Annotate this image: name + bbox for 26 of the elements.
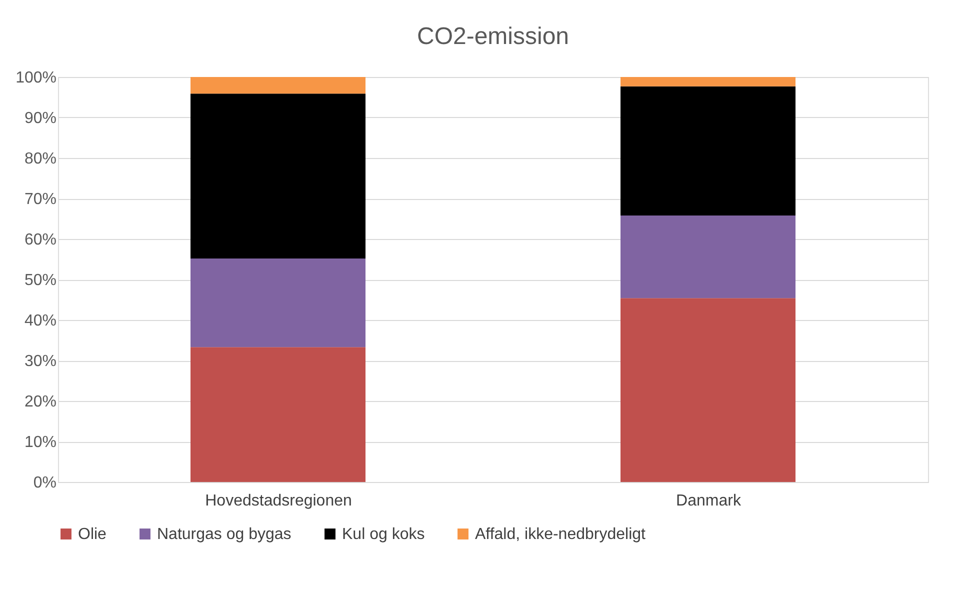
- y-tick-label: 100%: [16, 70, 56, 86]
- y-tick-label: 20%: [24, 394, 56, 410]
- legend-label: Olie: [78, 526, 107, 543]
- y-tick-label: 0%: [33, 474, 56, 492]
- legend-label: Affald, ikke-nedbrydeligt: [475, 526, 646, 543]
- bar: [620, 216, 796, 298]
- x-tick-label: Hovedstadsregionen: [205, 492, 352, 510]
- legend-label: Naturgas og bygas: [157, 526, 292, 543]
- bar: [190, 77, 366, 94]
- bar: [190, 258, 366, 348]
- y-tick-label: 80%: [24, 150, 56, 168]
- y-tick-label: 10%: [24, 434, 56, 451]
- bar: [190, 94, 366, 258]
- bar: [620, 298, 796, 482]
- y-tick-label: 70%: [24, 191, 56, 208]
- chart-title: CO2-emission: [416, 23, 570, 50]
- y-tick-label: 60%: [24, 232, 56, 248]
- y-tick-label: 30%: [24, 353, 56, 370]
- bar: [190, 347, 366, 482]
- bar: [620, 86, 796, 216]
- bar: [620, 77, 796, 86]
- legend-label: Kul og koks: [342, 526, 425, 543]
- x-tick-label: Danmark: [676, 492, 742, 510]
- y-tick-label: 40%: [24, 312, 56, 330]
- y-tick-label: 50%: [24, 272, 56, 289]
- y-tick-label: 90%: [24, 110, 56, 127]
